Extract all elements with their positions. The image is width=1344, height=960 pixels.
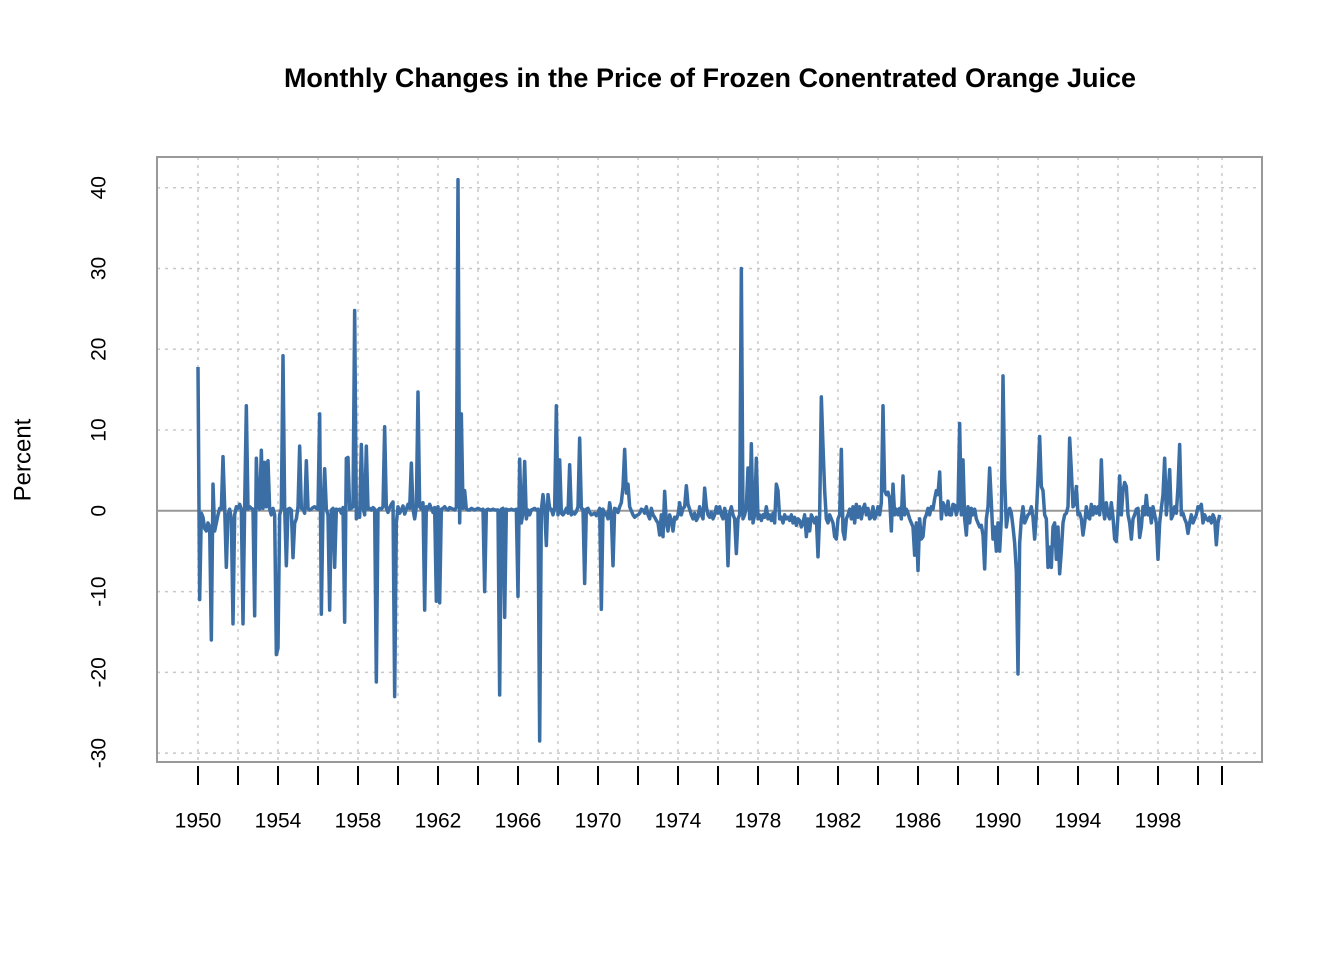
y-tick-label: 10 [88, 418, 111, 441]
x-tick-label: 1998 [1135, 810, 1182, 833]
y-tick-label: 20 [88, 338, 111, 361]
y-tick-label: 40 [88, 176, 111, 199]
x-tick-label: 1954 [255, 810, 302, 833]
y-tick-label: 30 [88, 257, 111, 280]
x-tick-label: 1966 [495, 810, 542, 833]
x-tick-label: 1958 [335, 810, 382, 833]
x-tick-label: 1978 [735, 810, 782, 833]
y-axis-label: Percent [9, 418, 36, 501]
y-tick-label: -30 [88, 738, 111, 768]
y-tick-label: -20 [88, 657, 111, 687]
x-tick-label: 1950 [175, 810, 222, 833]
y-tick-label: 0 [88, 505, 111, 517]
x-tick-label: 1970 [575, 810, 622, 833]
data-line [196, 177, 1222, 743]
chart-title: Monthly Changes in the Price of Frozen C… [284, 63, 1136, 93]
x-tick-label: 1990 [975, 810, 1022, 833]
x-tick-label: 1974 [655, 810, 702, 833]
x-tick-label: 1994 [1055, 810, 1102, 833]
x-tick-label: 1982 [815, 810, 862, 833]
x-tick-label: 1962 [415, 810, 462, 833]
x-tick-label: 1986 [895, 810, 942, 833]
y-tick-label: -10 [88, 576, 111, 606]
plot-frame [156, 156, 1263, 763]
